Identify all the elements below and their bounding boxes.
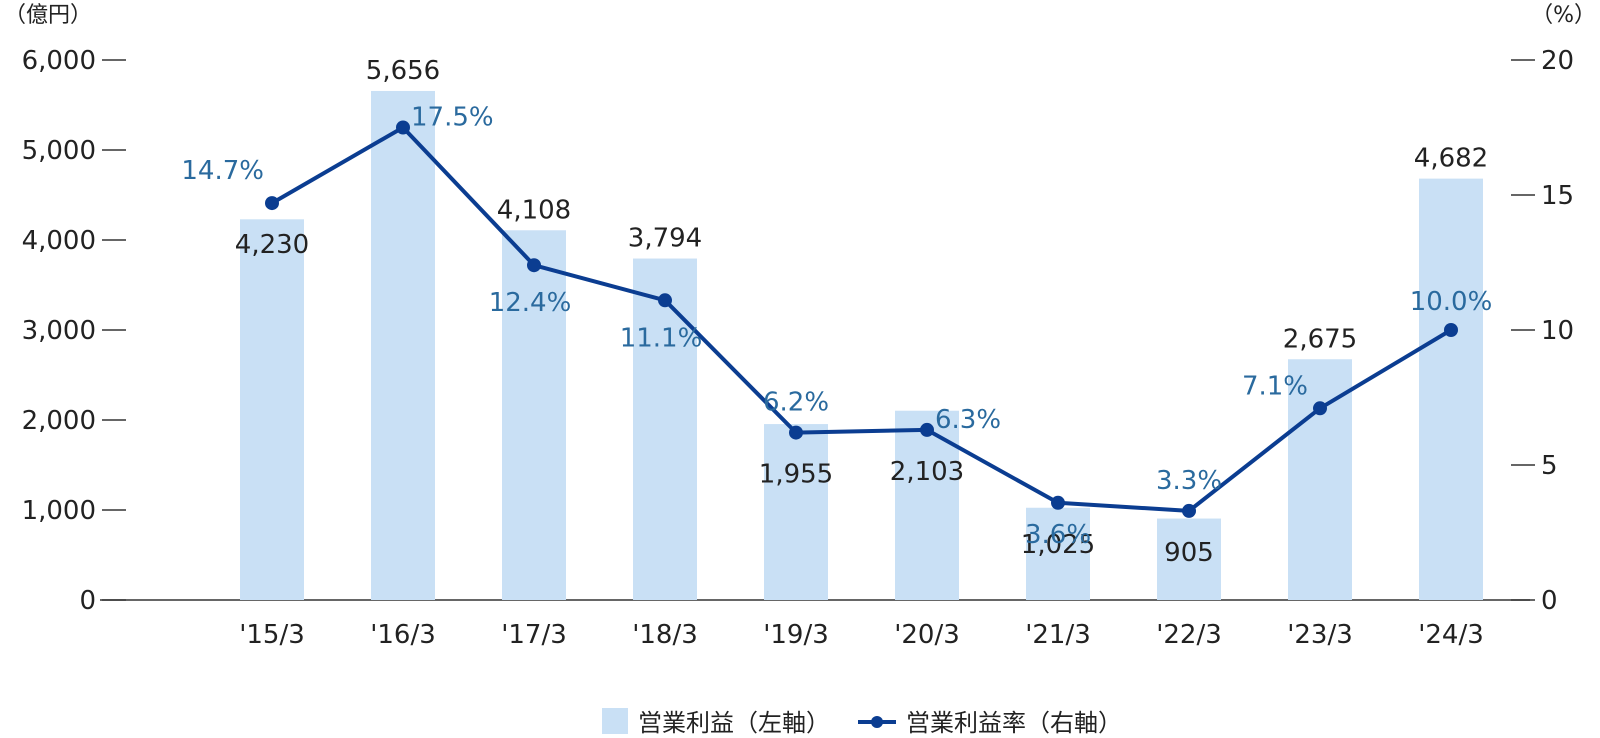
bar [502,230,566,600]
margin-point [265,196,279,211]
bar-value-label: 905 [1164,538,1214,568]
margin-point [1051,495,1065,510]
margin-value-label: 6.3% [935,405,1001,435]
legend-bar-label: 営業利益（左軸） [638,709,830,737]
x-axis-tick-label: '15/3 [239,620,305,650]
x-axis-tick-label: '20/3 [894,620,960,650]
bar [633,258,697,600]
margin-point [1182,503,1196,518]
x-axis-tick-label: '22/3 [1156,620,1222,650]
margin-value-label: 17.5% [411,103,494,133]
right-axis-tick-label: 0 [1541,586,1558,616]
margin-point [527,258,541,273]
bar [240,219,304,601]
x-axis-tick-label: '21/3 [1025,620,1091,650]
x-axis-tick-label: '16/3 [370,620,436,650]
margin-value-label: 12.4% [489,288,572,318]
margin-value-label: 10.0% [1410,287,1493,317]
right-axis-unit: （%） [1531,3,1596,28]
right-axis-tick-label: 10 [1541,316,1574,346]
x-axis-tick-labels: '15/3 '16/3 '17/3 '18/3 '19/3 '20/3 '21/3 '22/3… [239,620,1484,650]
legend-bar-swatch [602,708,628,734]
bar-value-label: 1,025 [1021,530,1095,560]
line-series-operating-margin [265,120,1458,518]
bar-value-label: 4,682 [1414,144,1488,174]
left-axis-tick-label: 2,000 [22,406,96,436]
legend-line-marker [871,716,883,728]
right-axis: 0 5 10 15 20 [1511,46,1574,616]
margin-value-label: 6.2% [763,388,829,418]
margin-point [1444,323,1458,337]
left-axis-tick-label: 3,000 [22,316,96,346]
margin-point [396,120,410,135]
right-axis-tick-label: 5 [1541,451,1558,481]
margin-value-labels: 14.7% 17.5% 12.4% 11.1% 6.2% 6.3% 3.6% 3.3% 7.1%… [181,103,1492,550]
left-axis-tick-label: 6,000 [22,46,96,76]
x-axis-tick-label: '19/3 [763,620,829,650]
bar-value-label: 5,656 [366,56,440,86]
margin-point [1313,401,1327,416]
bar-value-label: 2,675 [1283,324,1357,354]
legend-line-label: 営業利益率（右軸） [906,709,1122,737]
bar-value-label: 1,955 [759,460,833,490]
bar [371,90,435,601]
left-axis-tick-label: 5,000 [22,136,96,166]
margin-value-label: 3.3% [1156,466,1222,496]
bar-value-labels: 4,230 5,656 4,108 3,794 1,955 2,103 1,025 905 2,… [235,56,1488,568]
margin-point [920,422,934,437]
margin-value-label: 3.6% [1025,520,1091,550]
margin-line [271,125,1453,513]
x-axis-tick-label: '17/3 [501,620,567,650]
left-axis: 0 1,000 2,000 3,000 4,000 5,000 6,000 [22,46,126,616]
margin-point [658,293,672,308]
margin-value-label: 7.1% [1242,371,1308,401]
bar [764,424,828,600]
margin-point [789,425,803,440]
bar [895,410,959,600]
x-axis-tick-label: '24/3 [1418,620,1484,650]
left-axis-tick-label: 0 [79,586,96,616]
bar [1288,359,1352,600]
bar [1157,518,1221,600]
bar-value-label: 2,103 [890,457,964,487]
margin-value-label: 11.1% [620,323,703,353]
bar-value-label: 3,794 [628,224,702,254]
bar [1026,507,1090,600]
bar [1419,178,1483,600]
bar-value-label: 4,108 [497,195,571,225]
x-axis-tick-label: '23/3 [1287,620,1353,650]
left-axis-tick-label: 4,000 [22,226,96,256]
x-axis-tick-label: '18/3 [632,620,698,650]
right-axis-tick-label: 20 [1541,46,1574,76]
legend: 営業利益（左軸） 営業利益率（右軸） [602,708,1122,737]
bar-value-label: 4,230 [235,230,309,260]
bar-series-operating-profit [240,90,1483,601]
left-axis-tick-label: 1,000 [22,496,96,526]
left-axis-unit: （億円） [4,3,92,28]
margin-value-label: 14.7% [181,156,264,186]
right-axis-tick-label: 15 [1541,181,1574,211]
